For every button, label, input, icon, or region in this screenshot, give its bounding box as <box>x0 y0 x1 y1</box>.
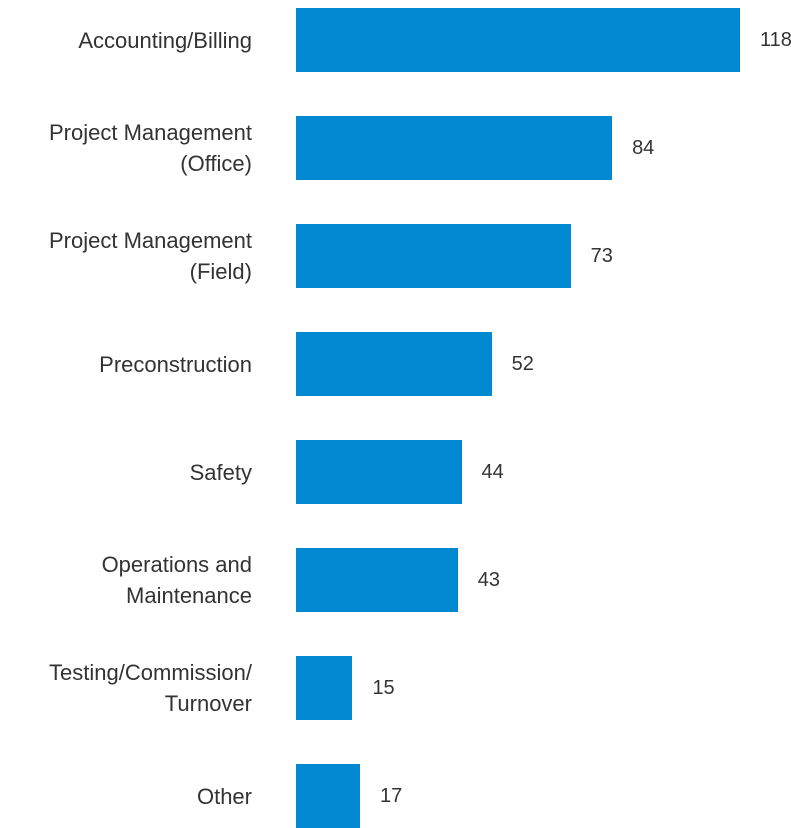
bar <box>296 764 360 828</box>
bar <box>296 440 462 504</box>
value-label: 73 <box>590 244 613 267</box>
bar <box>296 224 571 288</box>
value-label: 15 <box>372 676 395 699</box>
category-label: Project Management (Field) <box>49 228 252 284</box>
category-label: Preconstruction <box>99 351 252 377</box>
bar <box>296 656 353 720</box>
value-label: 44 <box>481 460 504 483</box>
category-label: Other <box>196 783 252 809</box>
category-label: Operations and Maintenance <box>101 552 252 608</box>
bar <box>296 8 740 72</box>
bar <box>296 332 492 396</box>
category-label: Testing/Commission/ Turnover <box>49 660 252 716</box>
value-label: 118 <box>760 28 791 51</box>
value-label: 84 <box>632 136 655 159</box>
bar <box>296 116 613 180</box>
value-label: 17 <box>379 784 403 807</box>
bar <box>296 548 458 612</box>
category-label: Safety <box>189 459 252 485</box>
value-label: 52 <box>511 352 534 375</box>
category-label: Accounting/Billing <box>78 27 252 53</box>
value-label: 43 <box>477 568 501 591</box>
category-label: Project Management (Office) <box>49 120 252 176</box>
